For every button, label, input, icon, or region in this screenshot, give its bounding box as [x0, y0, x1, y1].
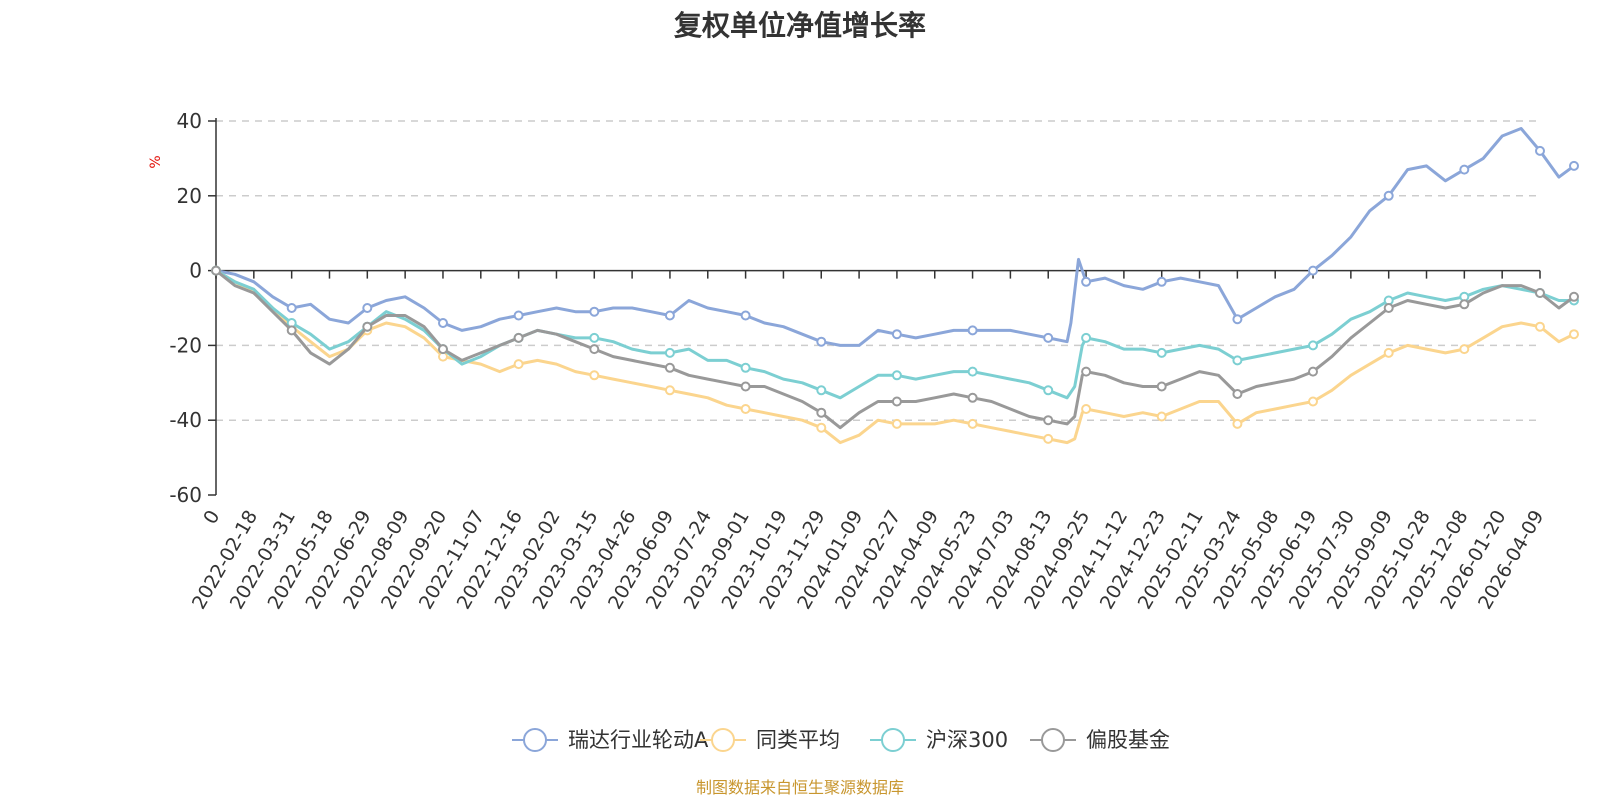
y-tick-label: -60 [169, 483, 202, 507]
data-point [1043, 385, 1054, 396]
data-point [286, 303, 297, 313]
data-point [1535, 288, 1545, 298]
y-tick-label: 20 [177, 184, 202, 208]
legend-swatch-marker [711, 728, 735, 752]
data-point [967, 392, 978, 403]
data-point [1383, 303, 1394, 313]
legend-item-4[interactable]: 偏股基金 [1030, 728, 1170, 752]
data-point [589, 370, 600, 381]
data-point [740, 362, 751, 373]
data-point [1569, 291, 1579, 302]
series-line [215, 127, 1575, 347]
data-point [438, 318, 448, 328]
data-point [1383, 190, 1394, 201]
data-point [1459, 299, 1470, 310]
data-point [1535, 321, 1545, 332]
data-point [1232, 389, 1243, 399]
data-point [664, 310, 675, 321]
chart-title: 复权单位净值增长率 [674, 9, 926, 42]
series-4 [211, 265, 1579, 430]
data-point [1043, 433, 1054, 444]
y-tick-label: 0 [189, 259, 202, 283]
series-line [215, 269, 1575, 430]
data-point [816, 422, 827, 433]
data-point [740, 310, 751, 321]
data-point [1156, 347, 1167, 358]
data-point [891, 329, 902, 340]
y-tick-label: -40 [169, 408, 202, 432]
data-point [967, 325, 978, 336]
data-point [740, 381, 751, 392]
data-point [1081, 404, 1092, 414]
data-point [513, 332, 524, 343]
legend-item-3[interactable]: 沪深300 [870, 728, 1008, 752]
data-point [1043, 415, 1054, 426]
data-point [1081, 332, 1092, 343]
axis-layer: 40200-20-40-6002022-02-182022-03-312022-… [169, 109, 1548, 613]
legend-item-1[interactable]: 瑞达行业轮动A [512, 728, 709, 752]
data-point [1459, 164, 1470, 175]
legend[interactable]: 瑞达行业轮动A 同类平均 沪深300 偏股基金 [512, 728, 1170, 752]
data-source-note: 制图数据来自恒生聚源数据库 [696, 778, 904, 797]
data-point [1459, 344, 1470, 355]
data-point [1232, 314, 1243, 325]
legend-label: 偏股基金 [1086, 728, 1170, 752]
legend-swatch-marker [523, 728, 547, 752]
data-point [286, 325, 297, 336]
data-point [1308, 265, 1318, 276]
series-line [215, 269, 1575, 445]
data-point [740, 404, 751, 414]
data-point [513, 359, 524, 370]
data-point [1569, 329, 1579, 340]
legend-label: 同类平均 [756, 728, 840, 752]
data-point [1383, 347, 1394, 358]
data-point [816, 336, 827, 347]
data-point [362, 321, 373, 332]
legend-item-2[interactable]: 同类平均 [700, 728, 840, 752]
x-tick-label: 0 [199, 507, 224, 528]
data-point [1232, 355, 1243, 366]
y-tick-label: 40 [177, 109, 202, 133]
data-point [211, 265, 221, 276]
data-point [589, 332, 600, 343]
data-point [816, 407, 827, 418]
series-layer [211, 127, 1579, 445]
data-point [967, 418, 978, 429]
data-point [1081, 276, 1092, 287]
data-point [1156, 276, 1167, 287]
legend-label: 瑞达行业轮动A [568, 728, 709, 752]
data-point [891, 418, 902, 429]
y-axis-unit: % [148, 155, 164, 168]
data-point [1081, 366, 1092, 377]
data-point [1308, 396, 1318, 407]
data-point [1569, 160, 1579, 171]
data-point [1156, 381, 1167, 392]
y-tick-label: -20 [169, 333, 202, 357]
data-point [664, 362, 675, 373]
data-point [891, 370, 902, 381]
data-point [1232, 418, 1243, 429]
data-point [513, 310, 524, 321]
data-point [1535, 145, 1545, 156]
series-2 [211, 265, 1579, 445]
data-point [664, 385, 675, 396]
legend-swatch-marker [1041, 728, 1065, 752]
series-1 [211, 127, 1579, 347]
data-point [967, 366, 978, 377]
data-point [664, 347, 675, 358]
legend-label: 沪深300 [926, 728, 1008, 752]
data-point [362, 303, 373, 313]
legend-swatch-marker [881, 728, 905, 752]
data-point [891, 396, 902, 407]
data-point [589, 306, 600, 317]
data-point [1156, 411, 1167, 422]
data-point [816, 385, 827, 396]
data-point [1308, 366, 1318, 377]
data-point [1308, 340, 1318, 351]
data-point [438, 344, 448, 355]
data-point [589, 344, 600, 355]
data-point [1043, 332, 1054, 343]
